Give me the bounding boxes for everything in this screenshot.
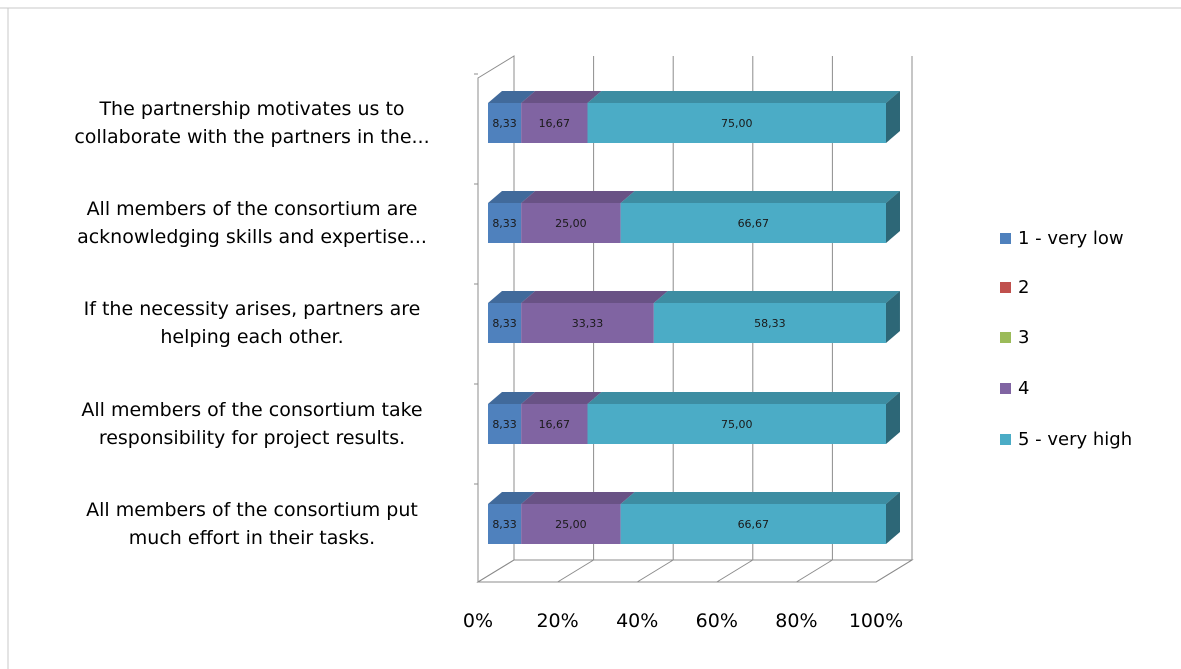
category-label: If the necessity arises, partners are hel… (84, 298, 421, 348)
gridline-floor (636, 559, 674, 583)
bar-top-face (587, 392, 900, 404)
gridline-floor (557, 559, 594, 583)
bar-segment (488, 103, 522, 143)
legend-label: 2 (1018, 277, 1029, 298)
x-tick-label: 60% (696, 610, 738, 632)
legend-label: 5 - very high (1018, 429, 1132, 450)
legend-label: 4 (1018, 378, 1029, 399)
bar-top-face (521, 492, 635, 504)
data-labels: 8,33 16,67 75,00 8,33 25,00 66,67 8,33 33,33 58,… (492, 117, 785, 531)
gridline-floor (875, 559, 913, 583)
x-tick-label: 20% (536, 610, 578, 632)
legend: 1 - very low 2 3 4 5 - very high (1000, 228, 1132, 450)
data-label: 25,00 (555, 217, 587, 230)
bar-top-face (620, 191, 900, 203)
bar-end-face (886, 91, 900, 143)
legend-swatch (1000, 233, 1011, 244)
bar-end-face (886, 191, 900, 243)
bar-segment (587, 404, 886, 444)
bar-top-face (521, 91, 602, 103)
bar-segment (521, 103, 588, 143)
category-label: All members of the consortium are acknowl… (77, 198, 427, 248)
x-tick-label: 100% (849, 610, 903, 632)
sheet-frame (0, 7, 1181, 669)
x-tick-label: 40% (616, 610, 658, 632)
floor (476, 559, 914, 583)
bar-segment (488, 303, 522, 343)
data-label: 66,67 (738, 518, 770, 531)
data-label: 8,33 (492, 418, 517, 431)
data-label: 16,67 (539, 117, 571, 130)
legend-swatch (1000, 434, 1011, 445)
bar-top-face (488, 191, 536, 203)
bar-segment (488, 504, 522, 544)
gridline-floor (716, 559, 754, 583)
gridline-floor (477, 559, 515, 583)
data-label: 16,67 (539, 418, 571, 431)
x-tick-label: 0% (463, 610, 493, 632)
bar-segment (488, 404, 522, 444)
legend-swatch (1000, 282, 1011, 293)
bar-segment (620, 504, 886, 544)
bar-top-face (488, 492, 536, 504)
x-tick-label: 80% (775, 610, 817, 632)
bar-top-face (620, 492, 900, 504)
category-label: The partnership motivates us to collabora… (74, 98, 429, 148)
bar-end-face (885, 291, 900, 343)
bar-segment (653, 303, 886, 343)
data-label: 33,33 (572, 317, 604, 330)
bar-segment (521, 203, 621, 243)
bar-top-face (488, 291, 536, 303)
bar-top-face (521, 392, 602, 404)
bar-segment (587, 103, 886, 143)
bar-segment (521, 303, 654, 343)
bars (488, 91, 900, 544)
data-label: 58,33 (754, 317, 786, 330)
x-axis-ticks: 0% 20% 40% 60% 80% 100% (463, 610, 903, 632)
bar-top-face (488, 392, 536, 404)
bar-top-face (653, 291, 900, 303)
legend-swatch (1000, 332, 1011, 343)
bar-segment (521, 504, 621, 544)
bar-end-face (886, 392, 900, 444)
legend-swatch (1000, 383, 1011, 394)
bar-end-face (886, 492, 900, 544)
data-label: 75,00 (721, 418, 753, 431)
bar-top-face (521, 291, 668, 303)
bar-segment (620, 203, 886, 243)
data-label: 8,33 (492, 117, 517, 130)
category-label: All members of the consortium put much ef… (86, 499, 418, 549)
category-labels: The partnership motivates us to collabora… (74, 98, 429, 549)
data-label: 8,33 (492, 217, 517, 230)
bar-top-face (488, 91, 536, 103)
data-label: 66,67 (738, 217, 770, 230)
bar-top-face (521, 191, 635, 203)
bar-segment (488, 203, 522, 243)
data-label: 25,00 (555, 518, 587, 531)
gridline-floor (796, 559, 833, 583)
data-label: 8,33 (492, 317, 517, 330)
bar-segment (521, 404, 588, 444)
legend-label: 1 - very low (1018, 228, 1124, 249)
legend-label: 3 (1018, 327, 1029, 348)
data-label: 8,33 (492, 518, 517, 531)
bar-top-face (587, 91, 900, 103)
category-label: All members of the consortium take respon… (81, 399, 422, 449)
data-label: 75,00 (721, 117, 753, 130)
